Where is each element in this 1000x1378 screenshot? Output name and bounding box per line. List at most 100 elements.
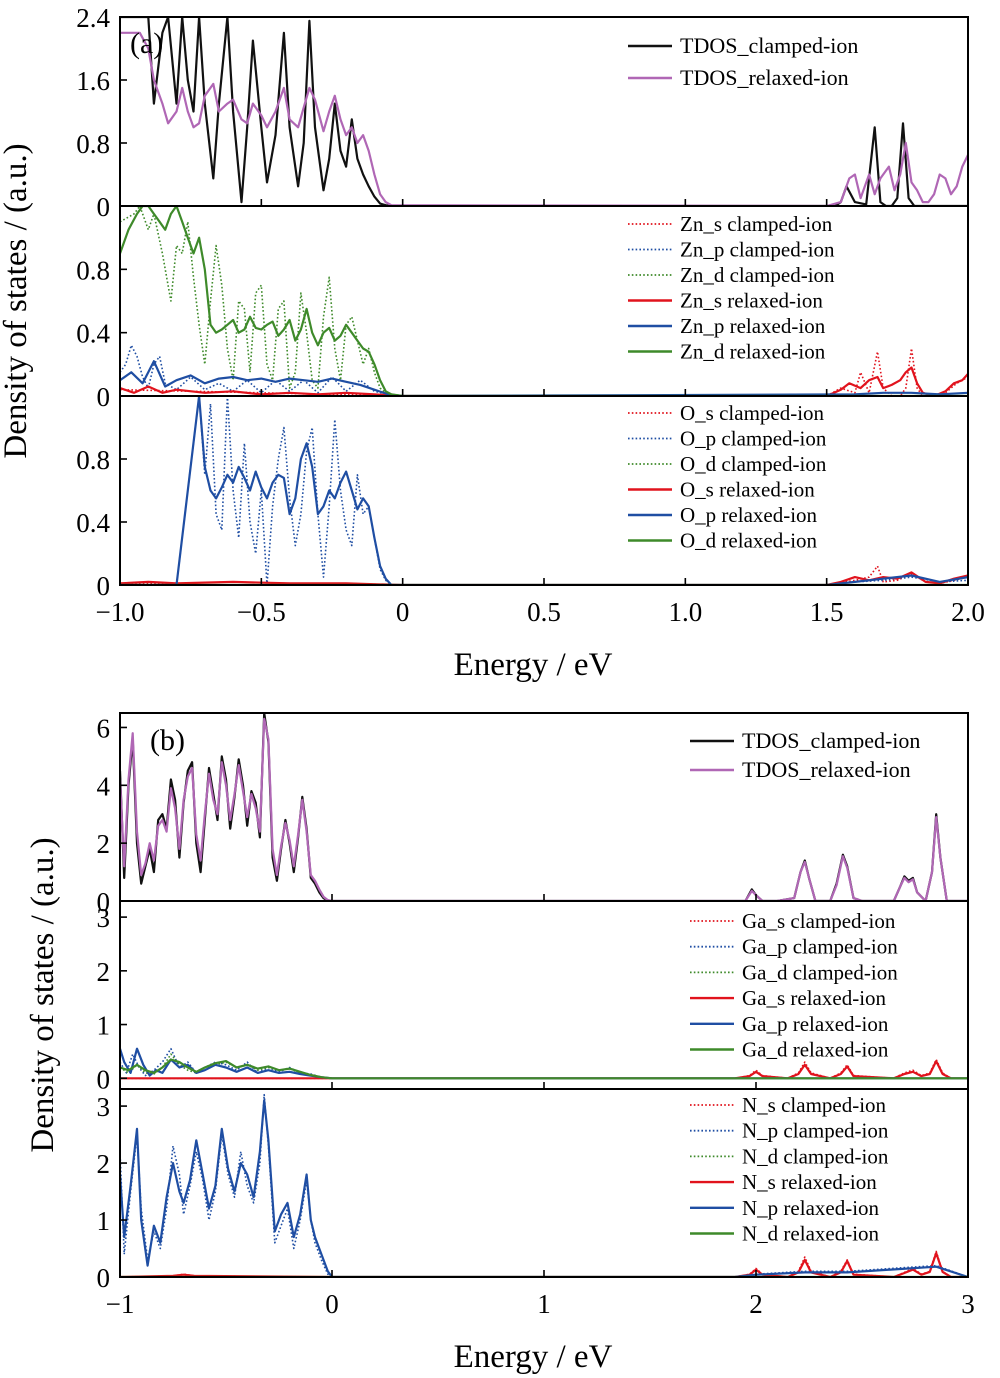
y-tick-label: 0.4 (76, 319, 110, 349)
x-tick-label: 2.0 (951, 597, 985, 627)
frame-a (119, 16, 969, 586)
panel-label-b: (b) (150, 724, 185, 757)
subplot-a-tdos: 0 0.8 1.6 2.4 TDOS_clamped-ion TDOS_relaxed-… (76, 3, 968, 222)
legend-label: N_d clamped-ion (742, 1144, 889, 1168)
panel-label-a: (a) (130, 27, 163, 60)
y-tick-label: 0 (97, 1263, 111, 1293)
y-tick-label: 2.4 (76, 3, 110, 33)
x-tick-label: 0.5 (527, 597, 561, 627)
legend-label: Ga_s clamped-ion (742, 909, 896, 933)
x-tick-label: 0 (396, 597, 410, 627)
legend-label: Zn_p relaxed-ion (680, 314, 826, 338)
series-line (120, 565, 968, 585)
legend-label: O_s relaxed-ion (680, 478, 815, 502)
y-tick-label: 1.6 (76, 66, 110, 96)
y-tick-label: 1 (97, 1011, 111, 1041)
legend: TDOS_clamped-ion TDOS_relaxed-ion (628, 33, 858, 90)
x-ticks: −1 0 1 2 3 (106, 894, 975, 1319)
y-tick-label: 4 (97, 771, 111, 801)
x-tick-label: −0.5 (237, 597, 286, 627)
series-lines (120, 206, 968, 396)
legend-label: N_p relaxed-ion (742, 1196, 880, 1220)
series-line (120, 17, 968, 206)
y-tick-label: 0.8 (76, 255, 110, 285)
y-ticks: 0 2 4 6 (97, 713, 127, 917)
y-tick-label: 0.8 (76, 445, 110, 475)
series-lines (120, 396, 968, 585)
y-tick-label: 1 (97, 1206, 111, 1236)
y-ticks: 0 0.4 0.8 (76, 255, 127, 412)
y-tick-label: 0 (97, 192, 111, 222)
legend: TDOS_clamped-ion TDOS_relaxed-ion (690, 728, 920, 782)
legend-label: N_d relaxed-ion (742, 1222, 880, 1246)
legend-label: Ga_s relaxed-ion (742, 986, 887, 1010)
series-line (120, 396, 968, 585)
legend-label: TDOS_relaxed-ion (742, 757, 911, 782)
legend-label: Zn_p clamped-ion (680, 238, 835, 262)
legend-label: Zn_d relaxed-ion (680, 340, 826, 364)
y-tick-label: 0.8 (76, 129, 110, 159)
y-tick-label: 0 (97, 382, 111, 412)
legend-label: TDOS_clamped-ion (680, 33, 858, 58)
series-line (120, 1251, 968, 1277)
legend-label: O_s clamped-ion (680, 401, 825, 425)
y-axis-title-a: Density of states / (a.u.) (0, 143, 34, 458)
legend-label: O_d relaxed-ion (680, 529, 818, 553)
subplot-b-tdos: 0 2 4 6 TDOS_clamped-ion TDOS_relaxed-ion (97, 713, 968, 917)
legend-label: Ga_p clamped-ion (742, 935, 898, 959)
y-tick-label: 2 (97, 829, 111, 859)
series-line (120, 1099, 968, 1277)
y-tick-label: 2 (97, 1149, 111, 1179)
figure-a: 0 0.8 1.6 2.4 TDOS_clamped-ion TDOS_relaxed-… (0, 3, 985, 683)
y-ticks: 0 0.4 0.8 (76, 445, 127, 601)
y-tick-label: 0 (97, 1064, 111, 1094)
figure-b: 0 2 4 6 TDOS_clamped-ion TDOS_relaxed-ion 0 1… (25, 712, 975, 1375)
series-line (120, 31, 968, 206)
x-tick-label: 1 (537, 1289, 551, 1319)
series-lines (120, 713, 968, 901)
series-line (120, 206, 968, 396)
legend-label: N_p clamped-ion (742, 1119, 889, 1143)
series-lines (120, 1093, 968, 1277)
x-tick-label: 1.5 (810, 597, 844, 627)
legend-label: O_d clamped-ion (680, 452, 827, 476)
y-tick-label: 6 (97, 713, 111, 743)
series-line (120, 1093, 968, 1277)
legend-label: Ga_d clamped-ion (742, 960, 898, 984)
x-tick-label: 3 (961, 1289, 975, 1319)
x-tick-label: 2 (749, 1289, 763, 1319)
y-tick-label: 2 (97, 957, 111, 987)
x-tick-label: 0 (325, 1289, 339, 1319)
legend-label: Zn_s relaxed-ion (680, 289, 823, 313)
series-line (120, 206, 968, 396)
x-ticks: −1.0 −0.5 0 0.5 1.0 1.5 2.0 (96, 199, 985, 627)
series-line (120, 1059, 968, 1080)
series-lines (120, 17, 968, 206)
y-tick-label: 3 (97, 1092, 111, 1122)
series-line (120, 396, 968, 585)
x-tick-label: −1 (106, 1289, 135, 1319)
legend-label: Ga_p relaxed-ion (742, 1012, 889, 1036)
series-line (120, 571, 968, 585)
legend-label: N_s relaxed-ion (742, 1170, 877, 1194)
y-axis-title-b: Density of states / (a.u.) (25, 837, 61, 1152)
series-lines (120, 1047, 968, 1080)
legend-label: TDOS_clamped-ion (742, 728, 920, 753)
x-axis-title-a: Energy / eV (454, 647, 613, 683)
series-line (120, 1058, 968, 1080)
legend-label: Zn_d clamped-ion (680, 263, 835, 287)
y-tick-label: 0.4 (76, 508, 110, 538)
legend-label: Zn_s clamped-ion (680, 212, 833, 236)
series-line (120, 717, 968, 901)
legend-label: O_p clamped-ion (680, 427, 827, 451)
y-tick-label: 3 (97, 903, 111, 933)
series-line (120, 1047, 968, 1080)
legend-label: Ga_d relaxed-ion (742, 1038, 889, 1062)
